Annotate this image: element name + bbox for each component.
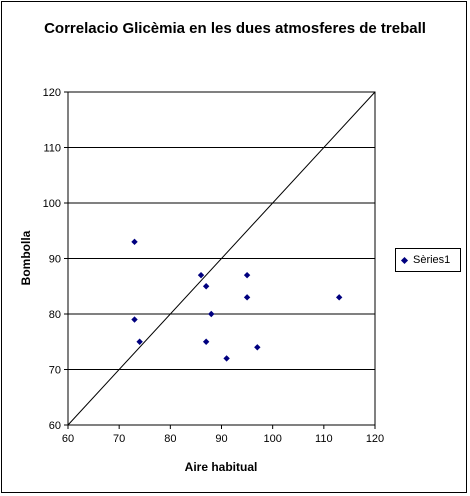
y-tick-label: 110 bbox=[43, 143, 61, 155]
x-axis-label: Aire habitual bbox=[185, 460, 258, 474]
data-point bbox=[208, 310, 215, 318]
y-tick-label: 70 bbox=[49, 365, 61, 377]
data-point bbox=[254, 344, 261, 351]
legend-marker-diamond-icon bbox=[400, 256, 409, 264]
y-tick-label: 90 bbox=[49, 254, 61, 266]
data-point bbox=[335, 294, 343, 301]
data-point bbox=[202, 338, 210, 345]
y-tick-label: 120 bbox=[43, 87, 61, 99]
x-tick-label: 120 bbox=[366, 433, 384, 445]
data-point bbox=[131, 238, 138, 246]
legend-series-name: Sèries1 bbox=[413, 254, 451, 266]
y-tick-label: 100 bbox=[43, 198, 61, 210]
x-tick-label: 100 bbox=[263, 433, 281, 445]
x-tick-label: 110 bbox=[315, 433, 333, 445]
x-tick-label: 80 bbox=[164, 433, 176, 445]
data-point bbox=[243, 271, 251, 279]
y-tick-label: 60 bbox=[49, 420, 61, 432]
data-point bbox=[197, 271, 205, 279]
x-tick-label: 60 bbox=[62, 433, 74, 445]
x-tick-label: 70 bbox=[113, 433, 125, 445]
chart-title: Correlacio Glicèmia en les dues atmosfer… bbox=[44, 20, 426, 37]
data-point bbox=[131, 316, 138, 323]
y-axis-label: Bombolla bbox=[19, 230, 33, 285]
data-point bbox=[223, 355, 230, 362]
data-point bbox=[136, 338, 143, 345]
legend: Sèries1 bbox=[395, 248, 461, 272]
data-point bbox=[243, 294, 251, 301]
y-tick-label: 80 bbox=[49, 309, 61, 321]
x-tick-label: 90 bbox=[215, 433, 227, 445]
reference-line bbox=[67, 91, 376, 426]
data-point bbox=[202, 283, 210, 290]
